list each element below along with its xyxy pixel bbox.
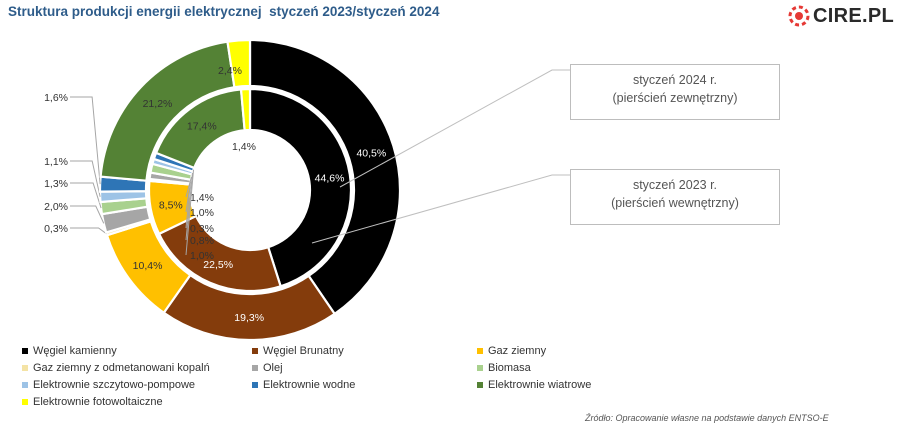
legend-item: Elektrownie szczytowo-pompowe — [22, 379, 195, 391]
legend-label: Węgiel Brunatny — [263, 345, 344, 357]
data-label-inner-4: 1,0% — [190, 207, 214, 219]
leader-line-outer-3 — [70, 227, 107, 235]
data-label-outer-9: 2,4% — [218, 65, 242, 77]
legend-item: Węgiel Brunatny — [252, 345, 344, 357]
legend-label: Olej — [263, 362, 283, 374]
data-label-outer-8: 21,2% — [143, 98, 173, 110]
data-label-inner-3: 0,3% — [190, 223, 214, 235]
slice-outer-9 — [226, 38, 252, 89]
legend-swatch — [252, 382, 258, 388]
callout-outer-ring: styczeń 2024 r. (pierścień zewnętrzny) — [570, 64, 780, 120]
legend-label: Gaz ziemny — [488, 345, 547, 357]
legend-item: Biomasa — [477, 362, 531, 374]
logo-text: CIRE.PL — [813, 4, 894, 27]
data-label-outer-2: 10,4% — [133, 260, 163, 272]
callout-inner-connector — [311, 174, 570, 244]
legend-label: Elektrownie wodne — [263, 379, 356, 391]
leader-line-inner-4 — [185, 181, 192, 213]
leader-line-inner-5 — [185, 176, 192, 198]
legend-swatch — [22, 399, 28, 405]
data-label-outer-3: 0,3% — [44, 223, 68, 235]
leader-line-inner-7 — [185, 169, 195, 256]
legend-label: Elektrownie fotowoltaiczne — [33, 396, 163, 408]
callout-outer-line2: (pierścień zewnętrzny) — [612, 91, 738, 105]
data-label-inner-7: 1,0% — [190, 250, 214, 262]
legend-swatch — [252, 348, 258, 354]
source-note: Źródło: Opracowanie własne na podstawie … — [585, 413, 829, 423]
legend-item: Elektrownie fotowoltaiczne — [22, 396, 163, 408]
data-label-outer-0: 40,5% — [356, 148, 386, 160]
data-label-inner-8: 17,4% — [187, 121, 217, 133]
callout-outer-line1: styczeń 2024 r. — [632, 73, 718, 87]
legend-swatch — [22, 382, 28, 388]
legend-swatch — [477, 365, 483, 371]
leader-line-outer-6 — [70, 160, 101, 197]
legend-swatch — [477, 348, 483, 354]
legend-item: Olej — [252, 362, 283, 374]
slice-inner-9 — [239, 87, 252, 132]
data-label-inner-2: 8,5% — [159, 199, 183, 211]
data-label-outer-4: 2,0% — [44, 201, 68, 213]
legend-swatch — [22, 365, 28, 371]
data-label-outer-7: 1,6% — [44, 92, 68, 104]
legend-swatch — [477, 382, 483, 388]
data-label-inner-9: 1,4% — [232, 141, 256, 153]
legend-label: Biomasa — [488, 362, 531, 374]
callout-inner-ring: styczeń 2023 r. (pierścień wewnętrzny) — [570, 169, 780, 225]
legend-swatch — [252, 365, 258, 371]
legend-item: Gaz ziemny z odmetanowani kopalń — [22, 362, 210, 374]
data-label-outer-6: 1,1% — [44, 156, 68, 168]
data-label-inner-1: 22,5% — [203, 259, 233, 271]
slice-inner-0 — [248, 87, 353, 288]
data-label-outer-1: 19,3% — [234, 312, 264, 324]
data-label-inner-6: 0,8% — [190, 235, 214, 247]
cire-logo-icon — [788, 5, 810, 27]
leader-line-inner-6 — [185, 172, 193, 241]
legend-item: Elektrownie wodne — [252, 379, 355, 391]
data-label-inner-5: 1,4% — [190, 192, 214, 204]
legend-item: Elektrownie wiatrowe — [477, 379, 591, 391]
cire-logo[interactable]: CIRE.PL — [788, 4, 894, 28]
leader-line-outer-4 — [70, 205, 105, 224]
slice-outer-0 — [248, 38, 402, 316]
callout-inner-line2: (pierścień wewnętrzny) — [611, 196, 739, 210]
legend-swatch — [22, 348, 28, 354]
callout-outer-connector — [339, 69, 570, 188]
data-label-outer-5: 1,3% — [44, 178, 68, 190]
leader-line-outer-7 — [70, 96, 101, 185]
legend-label: Gaz ziemny z odmetanowani kopalń — [33, 362, 210, 374]
legend-label: Elektrownie szczytowo-pompowe — [33, 379, 196, 391]
legend-item: Węgiel kamienny — [22, 345, 117, 357]
chart-title: Struktura produkcji energii elektrycznej… — [8, 4, 440, 19]
leader-line-outer-5 — [70, 182, 102, 209]
callout-inner-line1: styczeń 2023 r. — [632, 178, 718, 192]
legend-label: Węgiel kamienny — [33, 345, 117, 357]
data-label-inner-0: 44,6% — [315, 173, 345, 185]
legend-item: Gaz ziemny — [477, 345, 546, 357]
legend-label: Elektrownie wiatrowe — [488, 379, 592, 391]
